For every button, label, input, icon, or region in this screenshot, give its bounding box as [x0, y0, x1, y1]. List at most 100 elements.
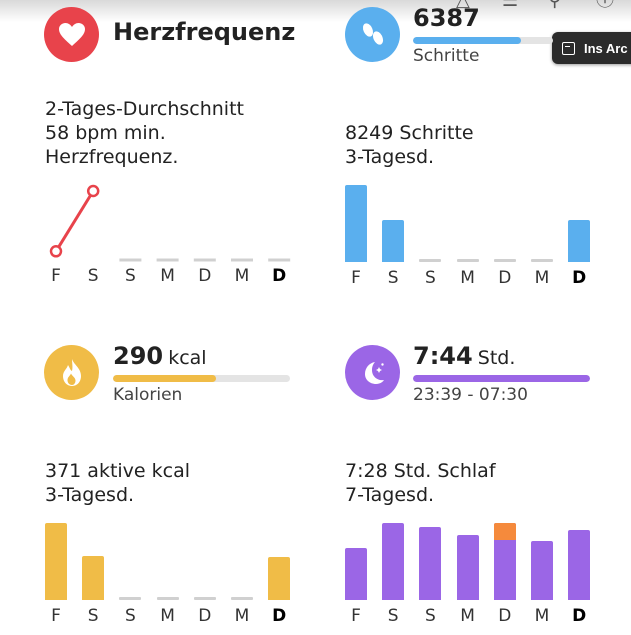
calories-empty-bar-5 — [231, 597, 253, 600]
sleep-day-label-2: S — [424, 606, 436, 626]
sleep-bar-6 — [568, 529, 591, 600]
heart-day-label-6: D — [272, 266, 287, 286]
calories-progress-fill — [113, 375, 216, 382]
heart-line — [54, 190, 95, 253]
sleep-range: 23:39 - 07:30 — [413, 385, 528, 405]
heart-day-label-1: S — [87, 266, 99, 286]
steps-day-label-2: S — [424, 268, 436, 288]
calories-label: Kalorien — [113, 385, 183, 405]
steps-bar-0 — [345, 185, 367, 262]
calories-value-row: 290 kcal — [113, 342, 207, 370]
sleep-progress-fill — [413, 375, 590, 382]
steps-empty-bar-4 — [493, 259, 516, 262]
calories-day-label-5: M — [234, 606, 250, 626]
sleep-desc-line2: 7-Tagesd. — [345, 484, 435, 506]
heart-desc-line1: 2-Tages-Durchschnitt — [45, 98, 244, 120]
steps-progress — [413, 37, 553, 44]
steps-day-label-5: M — [534, 268, 550, 288]
sleep-bar-5 — [531, 540, 553, 600]
archive-label: Ins Arc — [584, 40, 628, 56]
archive-button[interactable]: Ins Arc — [552, 32, 631, 64]
sleep-progress — [413, 375, 590, 382]
heart-day-label-2: S — [124, 266, 136, 286]
sleep-unit: Std. — [477, 347, 516, 369]
calories-desc-line2: 3-Tagesd. — [45, 484, 135, 506]
steps-desc-line2: 3-Tagesd. — [345, 146, 435, 168]
sleep-bar-1 — [382, 523, 405, 600]
calories-day-label-1: S — [87, 606, 99, 626]
steps-empty-bar-3 — [456, 259, 479, 262]
steps-day-label-1: S — [387, 268, 399, 288]
sleep-bar-2 — [419, 526, 442, 600]
steps-bar-1 — [382, 220, 405, 262]
calories-bar-1 — [82, 556, 105, 600]
steps-value: 6387 — [413, 4, 480, 32]
sleep-desc-line1: 7:28 Std. Schlaf — [345, 460, 496, 482]
heart-desc-line3: Herzfrequenz. — [45, 146, 179, 168]
steps-bar-6 — [568, 219, 591, 262]
sleep-icon-circle — [345, 345, 400, 400]
heart-title: Herzfrequenz — [113, 18, 296, 46]
heart-desc-line2: 58 bpm min. — [45, 122, 166, 144]
calories-day-label-6: D — [272, 606, 287, 626]
sleep-description: 7:28 Std. Schlaf 7-Tagesd. — [345, 459, 496, 507]
sleep-bar-3 — [456, 534, 479, 600]
sleep-day-label-0: F — [351, 606, 361, 626]
calories-description: 371 aktive kcal 3-Tagesd. — [45, 459, 190, 507]
footprints-icon — [362, 22, 383, 45]
heart-day-label-0: F — [51, 266, 61, 286]
calories-icon-circle — [44, 345, 99, 400]
heart-description: 2-Tages-Durchschnitt 58 bpm min. Herzfre… — [45, 97, 244, 169]
steps-value-row: 6387 — [413, 4, 480, 32]
calories-bar-6 — [268, 556, 291, 600]
calories-progress — [113, 375, 290, 382]
settings-sliders-icon[interactable]: ☰ — [502, 0, 519, 11]
sleep-day-label-4: D — [498, 606, 512, 626]
steps-description: 8249 Schritte 3-Tagesd. — [345, 121, 474, 169]
steps-icon-circle — [345, 7, 400, 62]
heart-point-0 — [49, 245, 63, 258]
heart-day-label-3: M — [160, 266, 175, 286]
search-icon[interactable]: ⚲ — [548, 0, 562, 11]
sleep-day-label-1: S — [387, 606, 399, 626]
calories-empty-bar-3 — [156, 597, 179, 600]
steps-day-label-0: F — [351, 268, 361, 288]
sleep-awake-segment-4 — [493, 523, 516, 540]
steps-day-label-3: M — [460, 268, 475, 288]
calories-day-label-0: F — [51, 606, 61, 626]
top-toolbar — [0, 0, 631, 22]
calories-day-label-2: S — [124, 606, 136, 626]
sleep-bar-4 — [493, 523, 516, 600]
steps-desc-line1: 8249 Schritte — [345, 122, 474, 144]
flame-icon — [62, 358, 81, 386]
share-icon[interactable]: △ — [456, 0, 470, 11]
heart-day-label-5: M — [234, 266, 250, 286]
sleep-value: 7:44 — [413, 342, 473, 370]
archive-icon — [562, 41, 575, 55]
heart-icon-circle — [44, 7, 99, 62]
moon-stars-icon — [364, 361, 384, 384]
info-icon[interactable]: ⓘ — [596, 0, 614, 11]
calories-empty-bar-4 — [193, 597, 216, 600]
sleep-day-label-3: M — [460, 606, 475, 626]
steps-day-label-6: D — [572, 268, 587, 288]
steps-progress-fill — [413, 37, 521, 44]
sleep-bar-0 — [345, 547, 367, 600]
sleep-day-label-6: D — [572, 606, 587, 626]
calories-value: 290 — [113, 342, 164, 370]
sleep-day-label-5: M — [534, 606, 550, 626]
calories-day-label-4: D — [198, 606, 212, 626]
calories-unit: kcal — [168, 347, 207, 369]
calories-bar-0 — [45, 523, 67, 600]
steps-label: Schritte — [413, 46, 480, 66]
sleep-value-row: 7:44 Std. — [413, 342, 515, 370]
heart-point-1 — [86, 184, 100, 198]
heart-day-label-4: D — [198, 266, 212, 286]
steps-day-label-4: D — [498, 268, 512, 288]
steps-empty-bar-5 — [531, 259, 553, 262]
calories-day-label-3: M — [160, 606, 175, 626]
heart-icon — [58, 22, 85, 46]
calories-desc-line1: 371 aktive kcal — [45, 460, 191, 482]
steps-empty-bar-2 — [419, 259, 442, 262]
